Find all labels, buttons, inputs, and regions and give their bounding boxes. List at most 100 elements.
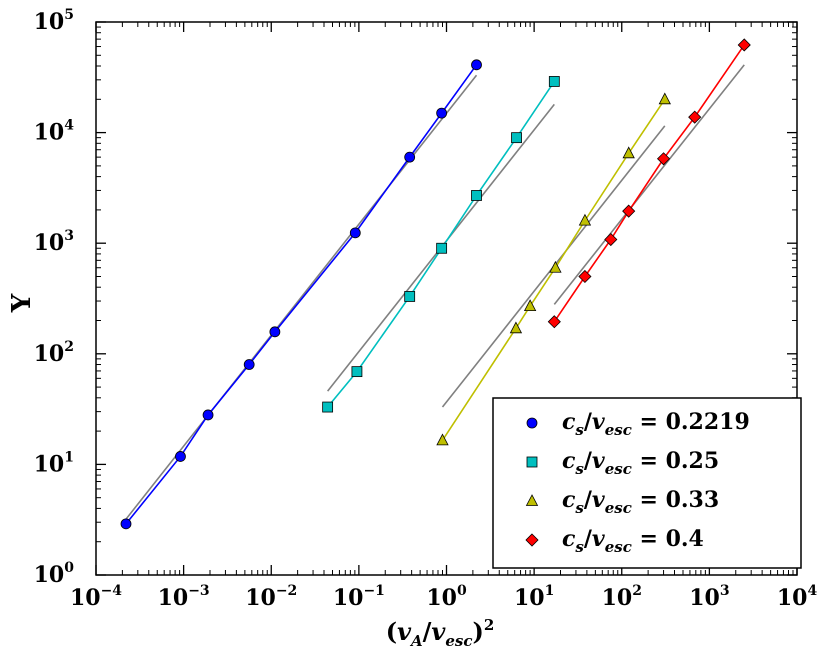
legend-0-value: 0.2219 [666, 409, 750, 435]
x-tick-base: 10 [602, 585, 633, 611]
x-tick-label: 10−3 [158, 583, 210, 611]
legend-2-value: 0.33 [666, 487, 720, 513]
x-tick-labels: 10−4 10−3 10−2 10−1 100 101 102 103 104 [70, 583, 817, 611]
legend-1-v: v [592, 448, 605, 474]
x-tick-exp: −2 [276, 583, 297, 599]
data-point-3 [656, 152, 671, 166]
x-tick-base: 10 [245, 585, 276, 611]
y-axis-label: Υ [7, 293, 37, 313]
x-axis-label-v2: v [431, 617, 446, 646]
y-tick-base: 10 [34, 341, 65, 367]
y-tick-label: 100 [34, 560, 75, 588]
data-point-1 [322, 401, 334, 413]
data-point-3 [688, 110, 702, 124]
x-tick-exp: 3 [720, 583, 730, 599]
data-point-3 [547, 315, 561, 329]
data-point-2 [436, 433, 449, 446]
x-tick-exp: −3 [188, 583, 209, 599]
y-tick-label: 105 [34, 7, 74, 35]
x-tick-label: 102 [602, 583, 642, 611]
x-tick-label: 10−2 [245, 583, 297, 611]
x-axis-label: (vA/vesc)2 [386, 616, 495, 650]
legend-3-v: v [592, 526, 605, 552]
series-markers [120, 38, 751, 530]
y-tick-base: 10 [34, 451, 65, 477]
data-point-0 [349, 227, 361, 239]
legend-1-c: c [562, 448, 576, 474]
x-axis-label-open: ( [386, 617, 397, 646]
x-tick-label: 101 [514, 583, 554, 611]
data-point-3 [578, 269, 592, 284]
data-point-1 [436, 242, 448, 254]
legend-2-s: s [575, 499, 584, 517]
x-tick-label: 10−1 [333, 583, 385, 611]
legend-1-slash: / [584, 448, 593, 474]
data-point-0 [202, 409, 214, 421]
legend-0-esc: esc [605, 421, 632, 439]
data-point-0 [120, 518, 132, 530]
data-point-0 [436, 107, 448, 119]
legend-box [492, 397, 802, 569]
data-point-1 [548, 76, 560, 87]
data-point-3 [622, 204, 636, 218]
y-tick-base: 10 [34, 9, 65, 35]
legend-0-c: c [562, 409, 576, 435]
x-tick-exp: −4 [101, 583, 123, 599]
data-point-1 [351, 366, 363, 378]
fit-line-0 [125, 74, 478, 520]
legend-3-value: 0.4 [666, 526, 704, 552]
x-tick-exp: 0 [457, 583, 467, 599]
x-tick-base: 10 [514, 585, 545, 611]
y-tick-base: 10 [34, 120, 65, 146]
legend-1-s: s [575, 460, 584, 478]
data-point-2 [578, 213, 592, 226]
data-point-2 [549, 260, 562, 273]
legend-marker-2 [525, 494, 539, 506]
y-tick-exp: 2 [64, 339, 74, 355]
legend-3-c: c [562, 526, 576, 552]
legend-1-value: 0.25 [666, 448, 720, 474]
x-tick-base: 10 [777, 585, 808, 611]
y-tick-exp: 0 [64, 560, 74, 576]
x-axis-label-close: ) [473, 617, 484, 646]
x-tick-label: 103 [689, 583, 729, 611]
data-point-2 [622, 146, 635, 159]
legend-2-c: c [562, 487, 576, 513]
x-axis-label-slash: / [423, 617, 432, 646]
x-tick-label: 104 [777, 583, 818, 611]
legend-2-v: v [592, 487, 605, 513]
legend-3-s: s [575, 538, 584, 556]
legend-2-slash: / [584, 487, 593, 513]
legend-0-s: s [575, 421, 584, 439]
x-tick-base: 10 [158, 585, 189, 611]
y-tick-label: 102 [34, 339, 74, 367]
legend-0-v: v [592, 409, 605, 435]
x-tick-exp: 2 [632, 583, 642, 599]
y-tick-label: 104 [34, 118, 75, 146]
data-point-0 [269, 326, 281, 338]
y-tick-exp: 1 [64, 449, 74, 465]
legend: cs/vesc = 0.2219 cs/vesc = 0.25 cs/vesc … [492, 397, 802, 569]
data-point-0 [243, 359, 255, 370]
legend-markers [525, 417, 539, 547]
legend-entry-2: cs/vesc = 0.33 [562, 487, 719, 517]
data-point-0 [175, 451, 186, 462]
y-tick-label: 101 [34, 449, 74, 477]
legend-1-eq: = [632, 448, 666, 474]
legend-1-esc: esc [605, 460, 632, 478]
data-point-2 [523, 299, 537, 311]
x-axis-label-sub-esc: esc [445, 632, 472, 650]
data-point-3 [737, 38, 751, 52]
y-tick-exp: 3 [64, 228, 74, 244]
y-tick-exp: 5 [64, 7, 74, 23]
y-tick-base: 10 [34, 562, 65, 588]
legend-3-slash: / [584, 526, 593, 552]
x-axis-label-sup: 2 [484, 616, 494, 634]
x-tick-base: 10 [70, 585, 101, 611]
data-point-2 [658, 92, 671, 105]
y-tick-base: 10 [34, 230, 65, 256]
y-tick-exp: 4 [64, 118, 74, 134]
legend-marker-0 [526, 417, 538, 429]
legend-3-eq: = [632, 526, 666, 552]
